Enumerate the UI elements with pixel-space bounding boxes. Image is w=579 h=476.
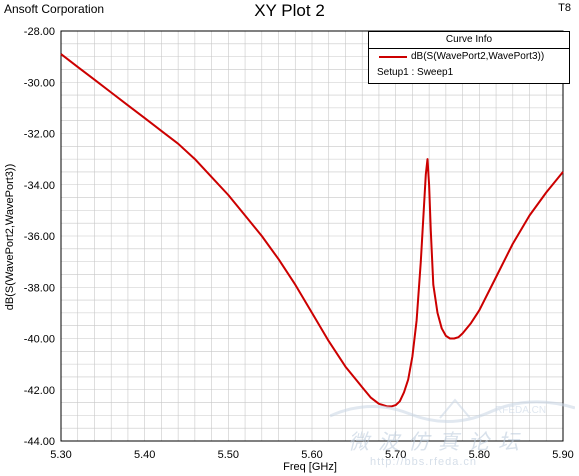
y-tick-label: -34.00: [24, 180, 55, 192]
legend-curve-row[interactable]: dB(S(WavePort2,WavePort3)): [369, 49, 569, 65]
series-layer: [60, 53, 564, 408]
tick-layer: 5.30 5.40 5.50 5.60 5.70 5.80 5.90 -28.00 -30.00…: [24, 26, 574, 461]
company-label: Ansoft Corporation: [4, 2, 105, 16]
plot-title: XY Plot 2: [254, 1, 325, 20]
x-tick-label: 5.50: [218, 449, 239, 461]
x-axis-label: Freq [GHz]: [283, 461, 337, 473]
x-tick-label: 5.60: [301, 449, 322, 461]
y-axis-label: dB(S(WavePort2,WavePort3)): [4, 164, 16, 311]
x-tick-label: 5.40: [134, 449, 155, 461]
plot-tag: T8: [558, 2, 571, 14]
y-tick-label: -36.00: [24, 231, 55, 243]
y-tick-label: -44.00: [24, 436, 55, 448]
grid-layer: [60, 30, 564, 442]
y-tick-label: -40.00: [24, 334, 55, 346]
y-tick-label: -42.00: [24, 385, 55, 397]
plot-frame: [60, 30, 564, 442]
x-tick-label: 5.70: [385, 449, 406, 461]
x-tick-label: 5.30: [50, 449, 71, 461]
legend-setup-label: Setup1 : Sweep1: [377, 67, 454, 78]
legend-setup-row: Setup1 : Sweep1: [369, 65, 569, 81]
legend-curve-label: dB(S(WavePort2,WavePort3)): [411, 51, 545, 62]
y-tick-label: -38.00: [24, 282, 55, 294]
x-tick-label: 5.80: [469, 449, 490, 461]
y-tick-label: -32.00: [24, 129, 55, 141]
series-line-s23: [60, 53, 564, 408]
y-tick-label: -30.00: [24, 77, 55, 89]
x-tick-label: 5.90: [552, 449, 573, 461]
curve-info-legend[interactable]: Curve Info dB(S(WavePort2,WavePort3)) Se…: [368, 31, 570, 84]
legend-line-swatch: [379, 56, 407, 58]
legend-header: Curve Info: [369, 32, 569, 49]
y-tick-label: -28.00: [24, 26, 55, 38]
